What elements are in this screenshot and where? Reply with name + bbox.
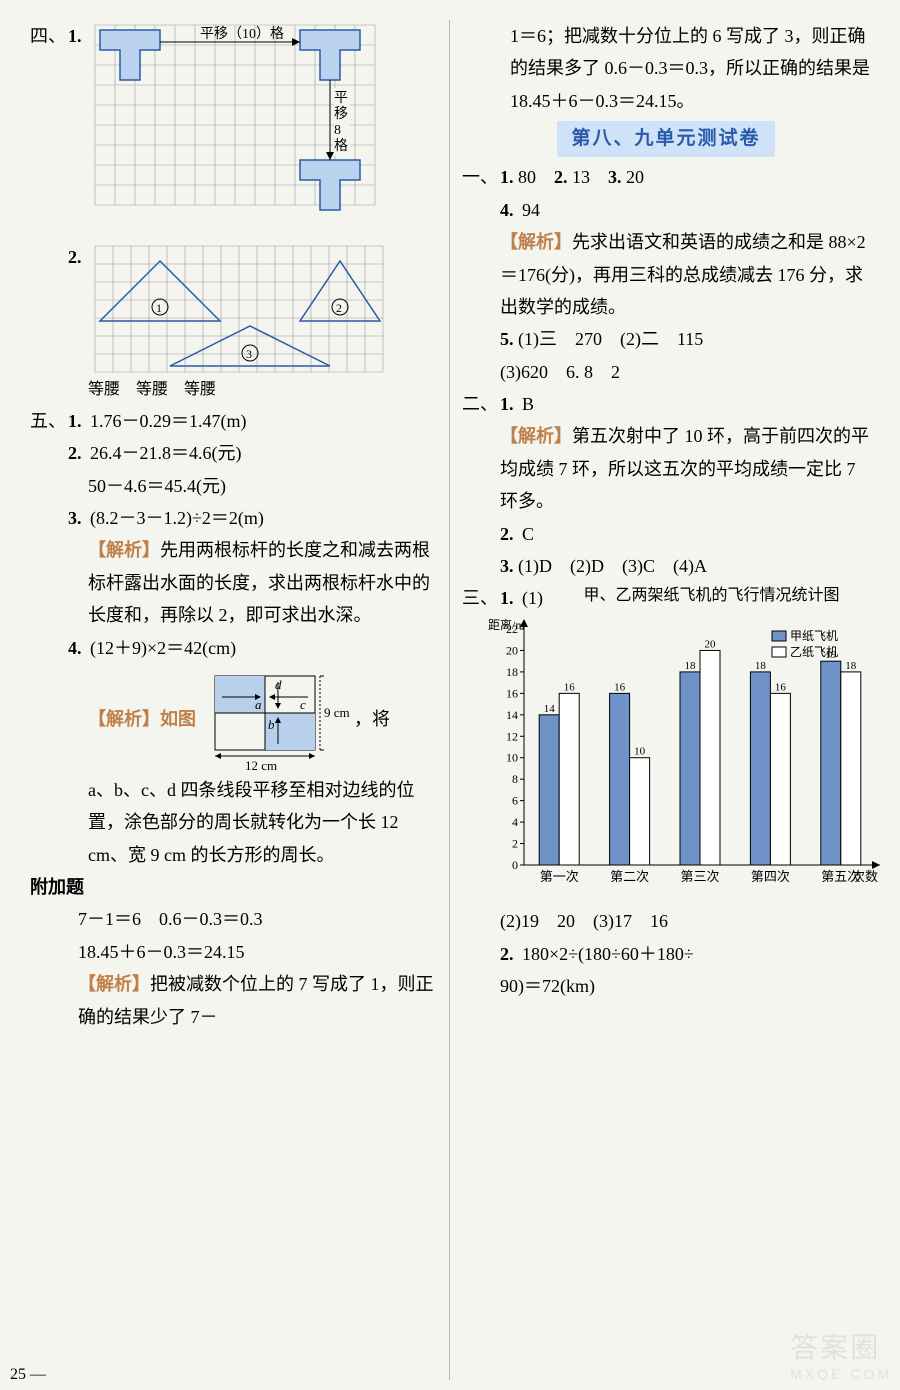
- section-4-label: 四、: [30, 20, 68, 52]
- svg-text:平移（10）格: 平移（10）格: [200, 26, 284, 42]
- sec1-item4-jiexi: 【解析】先求出语文和英语的成绩之和是 88×2＝176(分)，再用三科的总成绩减…: [462, 226, 870, 323]
- svg-text:第二次: 第二次: [610, 869, 649, 884]
- fujia-label: 附加题: [30, 871, 437, 903]
- sec1-item5b: (3)620 6. 8 2: [462, 356, 870, 388]
- sec3-item1-num: 1.: [500, 582, 522, 614]
- svg-text:2: 2: [336, 301, 342, 315]
- section-1-label: 一、: [462, 161, 500, 193]
- svg-text:16: 16: [775, 681, 787, 693]
- svg-text:10: 10: [634, 746, 646, 758]
- sec3-item2-line2: 90)＝72(km): [462, 970, 870, 1002]
- sec1-item4-num: 4.: [500, 194, 522, 226]
- svg-text:12 cm: 12 cm: [245, 758, 277, 773]
- svg-text:16: 16: [506, 686, 518, 700]
- svg-text:8: 8: [334, 123, 341, 138]
- item-5-3-jiexi: 【解析】先用两根标杆的长度之和减去两根标杆露出水面的长度，求出两根标杆水中的长度…: [30, 534, 437, 631]
- svg-text:18: 18: [685, 660, 697, 672]
- sec3-item1-sub: (1): [522, 582, 543, 614]
- svg-text:19: 19: [825, 649, 837, 661]
- bar-chart: 0246810121416182022距离/m甲纸飞机乙纸飞机1416第一次16…: [482, 615, 882, 895]
- svg-text:移: 移: [334, 106, 348, 122]
- svg-text:3: 3: [246, 347, 252, 361]
- sec2-item2-text: C: [522, 518, 534, 550]
- svg-text:14: 14: [544, 703, 556, 715]
- chart-title: 甲、乙两架纸飞机的飞行情况统计图: [553, 582, 870, 611]
- svg-text:a: a: [255, 697, 262, 712]
- sec3-item1-sub2: (2)19 20 (3)17 16: [462, 905, 870, 937]
- sec2-item1-text: B: [522, 388, 534, 420]
- svg-text:格: 格: [334, 138, 348, 154]
- svg-text:18: 18: [755, 660, 767, 672]
- svg-text:次数: 次数: [852, 869, 878, 884]
- grid-figure-1: 平移（10）格 平 移 8 格: [90, 20, 400, 235]
- diagram-rectangle: a b c d 9 cm 12 cm: [200, 664, 350, 774]
- fujia-line1: 7－1＝6 0.6－0.3＝0.3: [30, 903, 437, 935]
- svg-text:距离/m: 距离/m: [488, 617, 525, 632]
- item-5-1-num: 1.: [68, 405, 90, 437]
- item-5-4-jiexi2: a、b、c、d 四条线段平移至相对边线的位置，涂色部分的周长就转化为一个长 12…: [30, 774, 437, 871]
- watermark: 答案圈MXQE.COM: [790, 1326, 892, 1382]
- item-4-1-num: 1.: [68, 20, 90, 52]
- item-5-2-num: 2.: [68, 437, 90, 469]
- fujia-jiexi: 【解析】把被减数个位上的 7 写成了 1，则正确的结果少了 7－: [30, 968, 437, 1033]
- sec3-item2-line1: 180×2÷(180÷60＋180÷: [522, 938, 694, 970]
- svg-text:14: 14: [506, 708, 518, 722]
- sec1-row1: 1. 80 2. 13 3. 20: [500, 161, 644, 193]
- svg-text:平: 平: [334, 91, 348, 106]
- section-2-label: 二、: [462, 388, 500, 420]
- item-4-2-num: 2.: [68, 241, 90, 273]
- svg-text:16: 16: [614, 681, 626, 693]
- sec2-item2-num: 2.: [500, 518, 522, 550]
- svg-text:16: 16: [564, 681, 576, 693]
- svg-text:0: 0: [512, 858, 518, 872]
- unit-header: 第八、九单元测试卷: [462, 121, 870, 157]
- item-5-3-text: (8.2－3－1.2)÷2＝2(m): [90, 502, 264, 534]
- section-5-label: 五、: [30, 405, 68, 437]
- jiexi-suffix: ，将: [354, 703, 390, 735]
- svg-text:12: 12: [506, 729, 518, 743]
- sec2-item3: 3. (1)D (2)D (3)C (4)A: [462, 550, 870, 582]
- svg-text:第三次: 第三次: [680, 869, 719, 884]
- item-5-3-num: 3.: [68, 502, 90, 534]
- item-5-4-num: 4.: [68, 632, 90, 664]
- item-5-2-line2: 50－4.6＝45.4(元): [30, 470, 437, 502]
- svg-text:9 cm: 9 cm: [324, 705, 350, 720]
- svg-text:18: 18: [845, 660, 857, 672]
- svg-text:1: 1: [156, 301, 162, 315]
- jiexi-label: 【解析】如图: [88, 703, 196, 735]
- svg-text:20: 20: [705, 638, 717, 650]
- svg-text:6: 6: [512, 793, 518, 807]
- item-5-4-text: (12＋9)×2＝42(cm): [90, 632, 236, 664]
- continuation-text: 1＝6；把减数十分位上的 6 写成了 3，则正确的结果多了 0.6－0.3＝0.…: [462, 20, 870, 117]
- svg-text:4: 4: [512, 815, 518, 829]
- item-5-1-text: 1.76－0.29＝1.47(m): [90, 405, 247, 437]
- section-3-label: 三、: [462, 582, 500, 614]
- svg-text:8: 8: [512, 772, 518, 786]
- item-5-2-line1: 26.4－21.8＝4.6(元): [90, 437, 242, 469]
- svg-text:10: 10: [506, 751, 518, 765]
- svg-text:2: 2: [512, 836, 518, 850]
- triangle-answer: 等腰 等腰 等腰: [30, 376, 437, 405]
- page-number: 25 —: [10, 1366, 46, 1384]
- sec2-item1-jiexi: 【解析】第五次射中了 10 环，高于前四次的平均成绩 7 环，所以这五次的平均成…: [462, 420, 870, 517]
- sec1-item4-text: 94: [522, 194, 540, 226]
- grid-figure-2: 1 2 3: [90, 241, 410, 376]
- svg-text:第一次: 第一次: [540, 869, 579, 884]
- sec1-item5: 5. (1)三 270 (2)二 115: [462, 323, 870, 355]
- svg-text:18: 18: [506, 665, 518, 679]
- svg-text:甲纸飞机: 甲纸飞机: [790, 629, 838, 643]
- svg-text:c: c: [300, 697, 306, 712]
- sec2-item1-num: 1.: [500, 388, 522, 420]
- svg-text:b: b: [268, 717, 275, 732]
- fujia-line2: 18.45＋6－0.3＝24.15: [30, 936, 437, 968]
- svg-text:第四次: 第四次: [751, 869, 790, 884]
- sec3-item2-num: 2.: [500, 938, 522, 970]
- svg-text:20: 20: [506, 643, 518, 657]
